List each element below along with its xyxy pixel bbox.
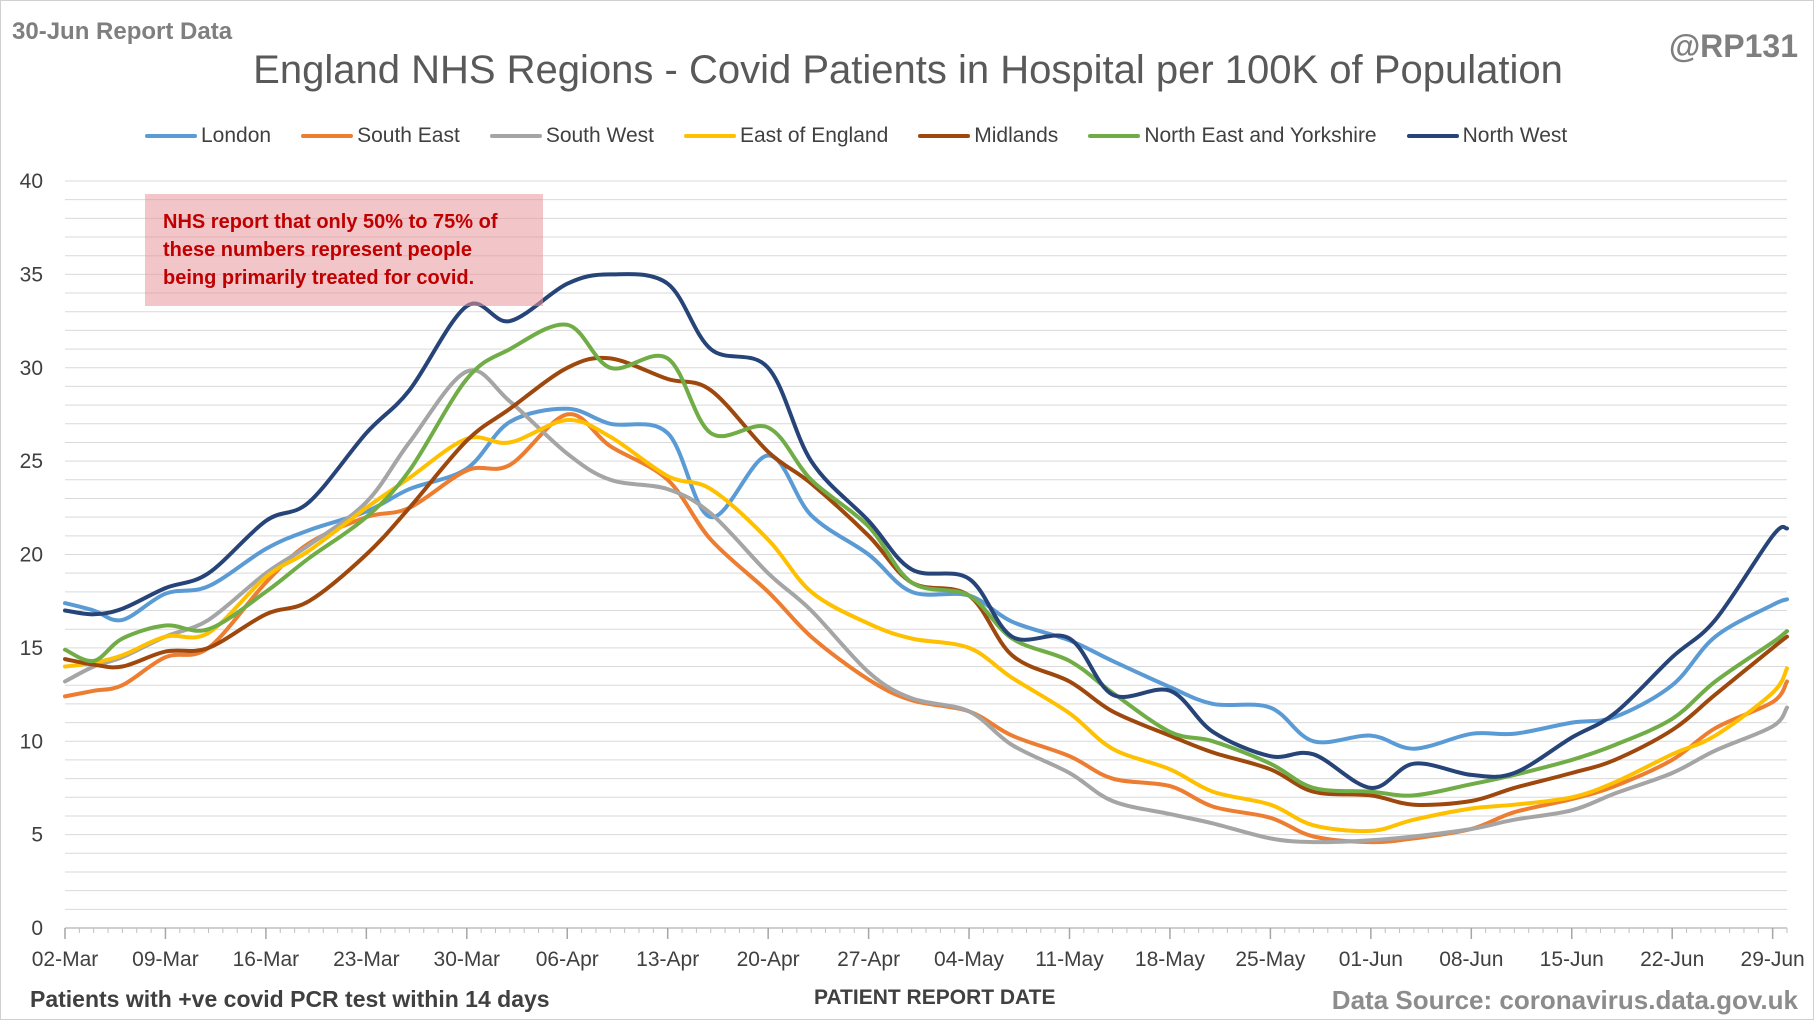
legend-label: South West [545,124,654,147]
series-lines [63,272,1789,845]
y-tick-label: 30 [20,357,43,380]
annotation-line: being primarily treated for covid. [163,267,475,289]
series-line-east-of-england [63,417,1789,834]
x-tick-label: 02-Mar [32,948,99,971]
legend-item-south-east: South East [301,124,460,148]
legend-swatch [145,134,197,138]
x-tick-label: 01-Jun [1339,948,1403,971]
legend-label: Midlands [974,124,1059,147]
x-tick-label: 15-Jun [1540,948,1604,971]
legend-swatch [918,134,971,138]
legend-label: London [201,124,272,147]
x-tick-label: 08-Jun [1439,948,1503,971]
y-tick-label: 0 [31,917,43,940]
series-line-london [63,406,1789,751]
x-tick-label: 25-May [1235,948,1306,971]
footer-note: Patients with +ve covid PCR test within … [30,986,550,1012]
x-tick-label: 04-May [934,948,1005,971]
legend-item-north-west: North West [1406,124,1568,148]
x-axis-title: PATIENT REPORT DATE [814,986,1056,1009]
legend-item-east-of-england: East of England [683,124,889,148]
legend-label: East of England [739,124,889,147]
gridlines [65,180,1787,910]
legend-swatch [1088,134,1141,138]
x-tick-label: 06-Apr [536,948,599,971]
legend-item-north-east-yorkshire: North East and Yorkshire [1088,124,1377,148]
x-tick-label: 13-Apr [636,948,699,971]
x-tick-label: 20-Apr [737,948,800,971]
x-tick-label: 29-Jun [1741,948,1805,971]
series-line-south-east [63,412,1789,845]
x-tick-label: 11-May [1035,948,1104,971]
chart-title: England NHS Regions - Covid Patients in … [253,48,1563,92]
annotation-line: these numbers represent people [163,239,472,261]
y-tick-label: 15 [20,637,43,660]
data-source: Data Source: coronavirus.data.gov.uk [1331,985,1798,1015]
x-tick-label: 22-Jun [1640,948,1704,971]
legend: London South East South West East of Eng… [145,124,1567,148]
legend-swatch [489,134,542,138]
legend-item-midlands: Midlands [918,124,1058,148]
legend-label: North East and Yorkshire [1144,124,1377,147]
legend-item-london: London [145,124,271,148]
x-tick-label: 16-Mar [233,948,300,971]
author-handle: @RP131 [1668,28,1798,64]
series-line-midlands [63,355,1789,807]
series-line-south-west [63,368,1789,845]
x-tick-label: 18-May [1135,948,1206,971]
series-line-north-east-and-yorkshire [63,322,1789,798]
y-tick-label: 20 [20,544,43,567]
y-tick-label: 5 [31,824,43,847]
x-tick-label: 27-Apr [837,948,900,971]
annotation-box: NHS report that only 50% to 75% of these… [145,194,543,306]
legend-swatch [1406,134,1459,138]
series-line-north-west [63,272,1789,790]
annotation-line: NHS report that only 50% to 75% of [163,211,498,233]
legend-swatch [301,134,354,138]
legend-label: South East [357,124,460,147]
legend-swatch [683,134,736,138]
y-tick-label: 35 [20,263,43,286]
x-tick-label: 30-Mar [434,948,501,971]
y-tick-label: 40 [20,170,43,193]
legend-label: North West [1462,124,1568,147]
x-tick-label: 09-Mar [132,948,199,971]
report-date-label: 30-Jun Report Data [12,18,233,45]
y-tick-label: 25 [20,450,43,473]
axes: 0 5 10 15 20 25 30 35 40 02-Mar 09-Mar 16-Mar 23-Mar… [20,170,1805,971]
y-tick-label: 10 [20,730,43,753]
legend-item-south-west: South West [489,124,654,148]
x-tick-label: 23-Mar [333,948,400,971]
